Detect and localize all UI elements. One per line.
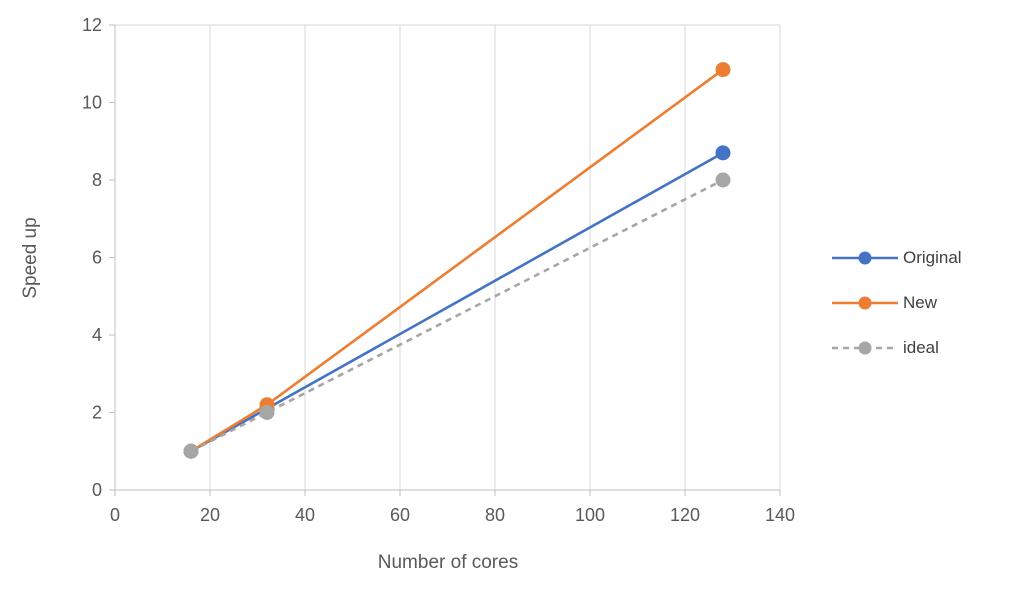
tick-labels: 0 20 40 60 80 100 120 140 0 2 4 6 8 10 12 <box>82 15 795 525</box>
data-point-ideal[interactable] <box>715 172 731 188</box>
y-tick-label: 6 <box>92 248 102 268</box>
series-line-new[interactable] <box>190 68 724 453</box>
y-tick-label: 10 <box>82 93 102 113</box>
x-tick-label: 60 <box>390 505 410 525</box>
legend-dot <box>858 251 872 265</box>
legend-label: New <box>903 293 938 312</box>
x-tick-label: 120 <box>670 505 700 525</box>
x-axis-title: Number of cores <box>378 552 518 573</box>
x-tick-label: 20 <box>200 505 220 525</box>
x-tick-label: 80 <box>485 505 505 525</box>
legend-marker-new <box>832 296 898 310</box>
gridlines <box>115 24 781 490</box>
series-layer[interactable] <box>183 62 731 459</box>
chart-legend[interactable]: Original New ideal <box>832 248 962 358</box>
legend-label: Original <box>903 248 962 267</box>
legend-dot <box>858 296 872 310</box>
x-tick-label: 100 <box>575 505 605 525</box>
legend-item-new[interactable]: New <box>832 293 962 313</box>
x-tick-label: 0 <box>110 505 120 525</box>
y-axis-title: Speed up <box>20 217 41 298</box>
y-tick-label: 12 <box>82 15 102 35</box>
y-tick-label: 2 <box>92 403 102 423</box>
y-tick-label: 0 <box>92 480 102 500</box>
x-tick-label: 40 <box>295 505 315 525</box>
y-tick-label: 8 <box>92 170 102 190</box>
data-point-new[interactable] <box>715 62 731 78</box>
legend-marker-original <box>832 251 898 265</box>
legend-dot <box>858 341 872 355</box>
legend-marker-ideal <box>832 341 898 355</box>
data-point-original[interactable] <box>715 145 731 161</box>
data-point-ideal[interactable] <box>183 443 199 459</box>
legend-item-original[interactable]: Original <box>832 248 962 268</box>
x-tick-label: 140 <box>765 505 795 525</box>
y-tick-label: 4 <box>92 325 102 345</box>
legend-label: ideal <box>903 338 939 357</box>
data-point-ideal[interactable] <box>259 405 275 420</box>
axes <box>109 24 781 496</box>
legend-item-ideal[interactable]: ideal <box>832 338 962 358</box>
